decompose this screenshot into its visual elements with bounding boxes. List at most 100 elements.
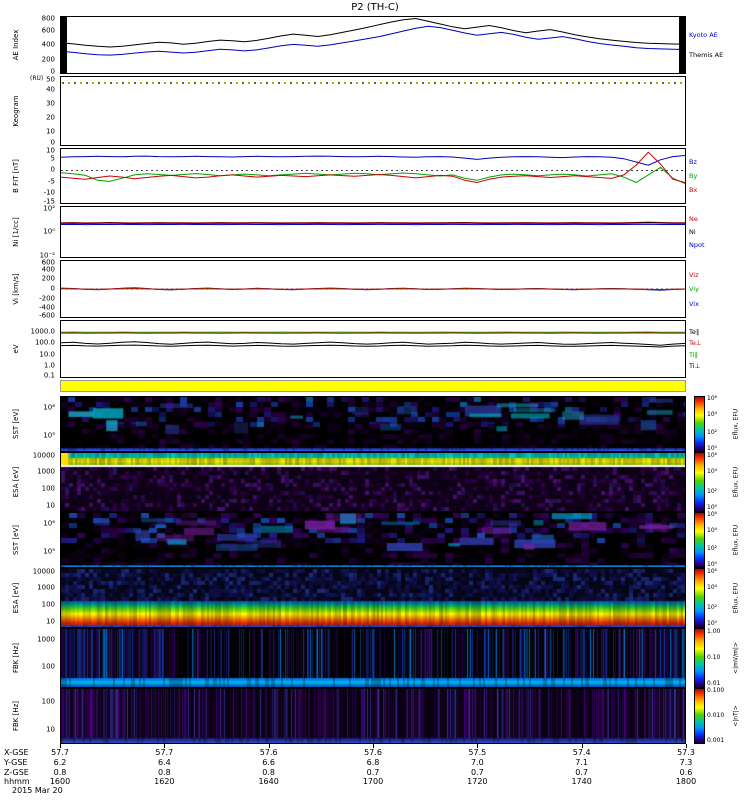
sst-ions-colorbar-tick: 10²: [707, 545, 718, 553]
sst-electrons-colorbar-tick: 10²: [707, 429, 718, 437]
sst-ions-colorbar-tick: 10⁶: [707, 511, 718, 519]
esa-ions-ytick-labels: 10000 1000 100 10: [0, 568, 58, 628]
bfit-chart: [61, 151, 685, 185]
sst-electrons-colorbar-tick: 10⁶: [707, 395, 718, 403]
ephem-value: 0.8: [157, 768, 171, 777]
vi-chart: [61, 287, 685, 291]
sst-electrons-plot-area: [60, 396, 686, 452]
spectro-row-esa-ions: ESA [eV] 10000 1000 100 10: [0, 568, 750, 628]
temp-legend-3: Ti⊥: [689, 362, 701, 371]
fbk-efield-colorbar-tick: 0.10: [707, 654, 721, 661]
fbk-efield-colorbar: [694, 628, 705, 688]
vi-ytick: -600: [39, 311, 55, 320]
fbk-efield-plot-area: [60, 628, 686, 688]
ae-plot-area: [60, 16, 686, 74]
esa-ions-spectrogram: [61, 569, 685, 627]
sst-ions-ytick: 10⁵: [43, 547, 55, 556]
fbk-efield-spectrogram: [61, 629, 685, 687]
x-axis-tick: [373, 744, 374, 748]
esa-electrons-ytick: 10000: [32, 451, 55, 460]
keogram-dotted-row: [62, 82, 684, 84]
vi-legend-0: Viz: [689, 270, 699, 279]
fbk-bfield-colorbar-tick: 0.001: [707, 736, 725, 744]
spectro-row-fbk-efield: FBK [Hz] 1000 100: [0, 628, 750, 688]
ephem-value: 7.3: [679, 758, 693, 767]
keogram-ytick: 30: [46, 99, 55, 108]
vi-ytick: -200: [39, 294, 55, 303]
temp-ytick: 100.0: [34, 338, 55, 347]
fbk-bfield-colorbar: [694, 688, 705, 744]
ephem-row-label-x-gse: X-GSE: [4, 748, 29, 757]
bfit-legend-2: Bx: [689, 186, 698, 194]
sst-electrons-colorbar-tick: 10⁴: [707, 410, 718, 418]
ephem-value: 57.7: [155, 748, 174, 757]
ephem-value: 1720: [467, 777, 488, 786]
spectro-row-fbk-bfield: FBK [Hz] 100 10: [0, 688, 750, 744]
esa-ions-plot-area: [60, 568, 686, 628]
esa-ions-colorbar: [694, 568, 705, 628]
plot-title: P2 (TH-C): [351, 2, 399, 13]
keogram-ytick: 0: [50, 138, 55, 147]
esa-electrons-colorbar-unit: Eflux, EFU: [732, 466, 740, 498]
ae-legend-0: Kyoto AE: [689, 31, 718, 40]
vi-legend-2: Vix: [689, 299, 699, 308]
yellow-separator-bar: [60, 380, 686, 392]
ephem-value: 6.2: [53, 758, 67, 767]
esa-ions-ytick: 10000: [32, 567, 55, 576]
ae-legend-1: Themis AE: [689, 50, 724, 59]
esa-electrons-spectrogram: [61, 453, 685, 511]
ephem-value: 6.8: [366, 758, 380, 767]
vi-ytick-labels: 600 400 200 0 -200 -400 -600: [0, 259, 58, 320]
ephem-value: 0.7: [575, 768, 589, 777]
esa-electrons-colorbar-tick: 10²: [707, 488, 718, 495]
x-axis-tick: [60, 744, 61, 748]
ni-legend-1: Ni: [689, 228, 696, 236]
x-axis-tick: [581, 744, 583, 748]
x-axis-tick: [686, 744, 687, 748]
ephem-value: 6.6: [262, 758, 276, 767]
ni-legend-2: Npot: [689, 241, 705, 249]
keogram-unit-label: (RU): [30, 75, 44, 82]
ae-ytick: 400: [41, 40, 55, 49]
bfit-ytick: 10: [46, 146, 55, 155]
ephem-row-label-y-gse: Y-GSE: [4, 758, 28, 767]
fbk-efield-ytick: 1000: [37, 635, 55, 644]
spectro-row-esa-electrons: ESA [eV] 10000 1000 100 10: [0, 452, 750, 512]
temp-ytick: 1.0: [43, 361, 55, 370]
ae-chart: [61, 17, 685, 56]
esa-electrons-ytick: 1000: [37, 467, 55, 476]
esa-ions-ytick: 10: [46, 617, 55, 626]
fbk-bfield-colorbar-tick: 0.100: [707, 687, 725, 695]
bfit-ytick-labels: 10 5 0 -5 -10 -15: [0, 146, 58, 205]
temp-plot-area: [60, 320, 686, 378]
bfit-plot-area: [60, 148, 686, 204]
ephem-value: 0.6: [679, 768, 693, 777]
data-gap-bar-left: [61, 17, 67, 73]
ephem-value: 1800: [675, 777, 697, 786]
esa-electrons-ytick: 100: [41, 484, 55, 493]
vi-ytick: 400: [41, 265, 55, 274]
esa-electrons-colorbar-tick: 10⁰: [707, 504, 718, 512]
ephem-value: 57.7: [51, 748, 69, 757]
esa-ions-colorbar-tick: 10²: [707, 604, 718, 611]
ae-ytick: 200: [41, 55, 55, 63]
ephem-value: 1740: [571, 777, 592, 786]
keogram-ytick-labels: 50 40 30 20 10 0: [0, 75, 58, 147]
bfit-ytick: -5: [48, 177, 55, 186]
x-axis-tick: [477, 744, 479, 748]
bfit-ytick: -10: [43, 188, 55, 197]
x-axis-tick: [164, 744, 166, 748]
sst-electrons-spectrogram: [61, 397, 685, 451]
sst-electrons-ytick: 10⁵: [43, 431, 55, 440]
x-axis-tick: [268, 744, 270, 748]
fbk-bfield-colorbar-unit: <|nT|>: [732, 705, 740, 727]
spectro-row-sst-ions: SST [eV] 10⁶ 10⁵: [0, 512, 750, 568]
esa-ions-ytick: 1000: [37, 583, 55, 592]
sst-ions-spectrogram: [61, 513, 685, 567]
keogram-ytick: 10: [46, 127, 55, 136]
fbk-efield-colorbar-tick: 1.00: [707, 627, 721, 635]
vi-plot-area: [60, 260, 686, 318]
ephem-value: 57.3: [677, 748, 695, 757]
keogram-ytick: 50: [46, 75, 55, 83]
